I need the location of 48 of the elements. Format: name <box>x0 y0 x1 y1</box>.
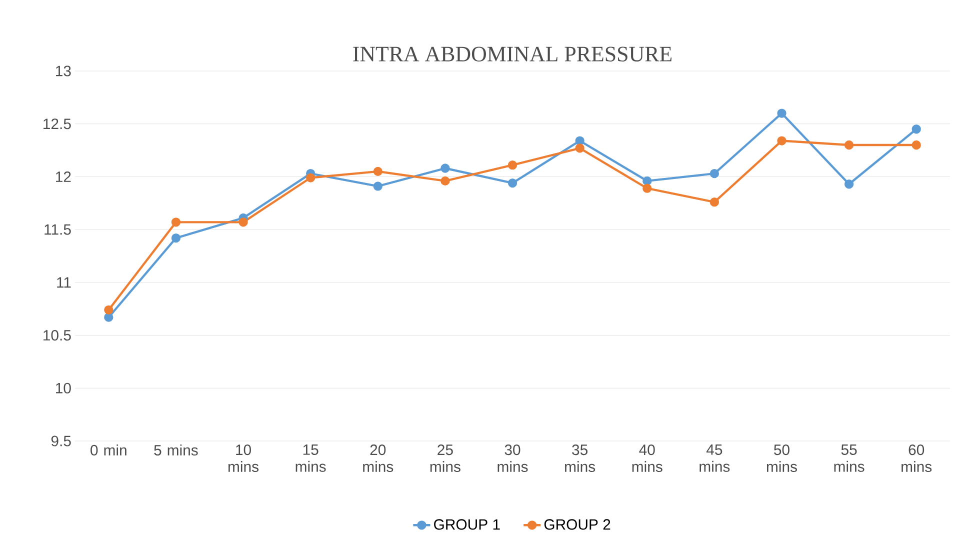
point <box>912 140 921 150</box>
legend-label: GROUP 1 <box>434 519 500 530</box>
point <box>508 160 518 170</box>
point <box>844 180 854 189</box>
x-tick-label: 35 mins <box>565 444 596 472</box>
y-tick-label: 10 <box>56 382 71 394</box>
y-tick-label: 12.5 <box>44 118 71 130</box>
x-tick-label: 40 mins <box>632 444 662 472</box>
x-tick-label: 0 min <box>90 444 126 456</box>
y-tick-label: 13 <box>56 66 71 76</box>
point <box>104 312 114 322</box>
point <box>373 182 382 191</box>
point <box>104 305 114 314</box>
x-tick-label: 45 mins <box>700 444 730 472</box>
point <box>912 124 921 134</box>
point <box>710 168 720 178</box>
point <box>238 218 248 227</box>
x-tick-label: 30 mins <box>498 444 528 472</box>
x-tick-label: 15 mins <box>296 444 326 472</box>
point <box>844 140 854 150</box>
point <box>642 184 652 193</box>
chart-title: INTRA ABDOMINAL PRESSURE <box>353 46 672 62</box>
x-tick-label: 50 mins <box>766 444 797 472</box>
point <box>171 233 181 243</box>
point <box>642 176 652 186</box>
point <box>710 198 720 207</box>
point <box>440 176 450 186</box>
x-tick-label: 60 mins <box>902 444 932 472</box>
point <box>306 173 316 182</box>
y-tick-label: 10.5 <box>44 330 71 341</box>
point <box>508 178 518 188</box>
y-tick-label: 9.5 <box>51 436 71 446</box>
x-tick-label: 10 mins <box>228 444 258 472</box>
x-tick-label: 5 mins <box>154 444 198 456</box>
point <box>575 144 584 153</box>
x-tick-label: 25 mins <box>430 444 460 472</box>
point <box>373 166 382 176</box>
y-tick-label: 12 <box>56 171 71 182</box>
point <box>777 108 786 118</box>
point <box>440 164 450 173</box>
y-tick-label: 11.5 <box>44 224 71 235</box>
x-tick-label: 55 mins <box>834 444 864 472</box>
point <box>777 136 786 146</box>
point <box>575 136 584 146</box>
legend-label: GROUP 2 <box>544 519 610 530</box>
point <box>171 218 181 227</box>
x-tick-label: 20 mins <box>363 444 394 472</box>
y-tick-label: 11 <box>57 277 71 288</box>
